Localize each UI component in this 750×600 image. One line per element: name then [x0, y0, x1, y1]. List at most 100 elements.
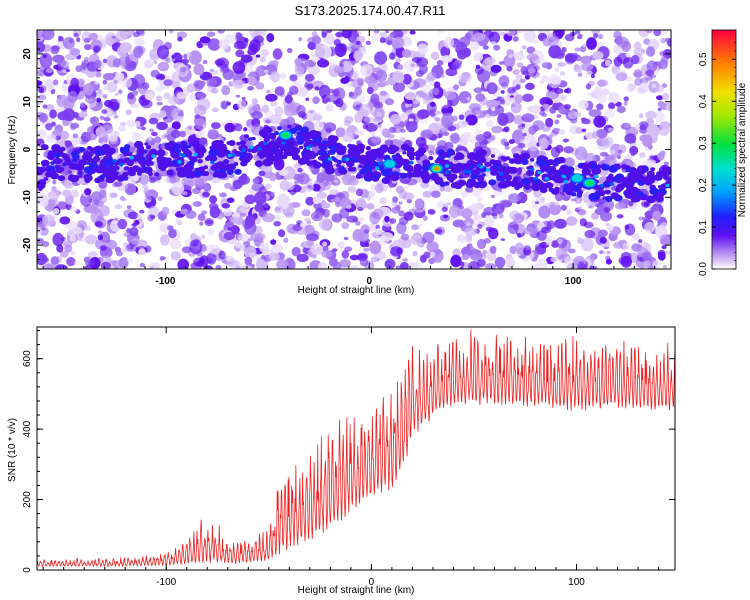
spectrogram-ridge-cell [299, 145, 304, 150]
spectrogram-cell [70, 135, 82, 145]
spectrogram-cell [291, 246, 301, 257]
spectrogram-cell [306, 240, 315, 247]
spectrogram-cell [170, 251, 181, 261]
spectrogram-ridge-cell [395, 152, 401, 157]
spectrogram-cell [235, 94, 241, 98]
spectrogram-cell [283, 166, 296, 180]
spectrogram-ridge-cell [641, 176, 649, 183]
spectrogram-cell [159, 223, 170, 233]
spectrogram-cell [643, 260, 650, 268]
spectrogram-ridge-cell [408, 155, 415, 161]
spectrogram-cell [114, 204, 123, 210]
snr-y-tick-label: 400 [22, 420, 33, 437]
spectrogram-cell [238, 175, 251, 185]
spectrogram-cell [175, 54, 183, 61]
spectrogram-ridge-cell [84, 174, 93, 182]
spectrogram-cell [508, 193, 521, 204]
spectrogram-ridge-cell [356, 143, 366, 151]
spectrogram-cell [77, 81, 85, 88]
spectrogram-cell [599, 236, 607, 244]
spectrogram-cell [149, 214, 156, 220]
spectrogram-cell [194, 114, 201, 119]
spectrogram-cell [523, 226, 536, 235]
spectrogram-cell [156, 95, 163, 102]
colorbar-tick-label: 0.4 [698, 94, 709, 108]
spectrogram-peak-cell [665, 183, 670, 188]
spectrogram-cell [45, 123, 53, 131]
spectrogram-peak-cell [342, 157, 347, 161]
spectrogram-cell [357, 31, 362, 35]
spectrogram-cell [616, 36, 629, 48]
spectrogram-cell [253, 191, 267, 205]
spectrogram-cell [429, 109, 437, 117]
spectrogram-ridge-cell [69, 174, 80, 183]
spectrogram-cell [217, 62, 223, 67]
spectrogram-cell [593, 33, 599, 39]
spectrogram-cell [551, 240, 560, 248]
spectrogram-cell [274, 205, 284, 214]
spectrogram-cell [466, 222, 471, 227]
spectrogram-cell [483, 206, 495, 216]
spectrogram-cell [184, 125, 196, 136]
spectrogram-cell [517, 171, 522, 175]
spectrogram-cell [483, 45, 489, 50]
spectrogram-cell [102, 79, 108, 85]
snr-x-tick-label: -100 [156, 577, 176, 588]
spectrogram-ridge-cell [626, 175, 636, 183]
spectrogram-cell [385, 30, 390, 33]
spectrogram-cell [645, 30, 653, 34]
spectrogram-cell [554, 30, 565, 38]
spectrogram-ridge-cell [563, 167, 572, 175]
snr-panel: -100 0 100 0 200 400 600 Height of straight l… [7, 326, 676, 596]
spectrogram-ridge-cell [392, 146, 400, 152]
spectrogram-cell [630, 54, 640, 65]
spectrogram-cell [132, 131, 141, 141]
spectrogram-peak-cell [462, 169, 468, 174]
spectrogram-cell [617, 155, 621, 160]
spectrogram-hotspot [281, 132, 290, 138]
spectrogram-ridge-cell [479, 154, 485, 158]
spectrogram-cell [164, 133, 171, 139]
spectrogram-cell [208, 244, 221, 255]
spectrogram-cell [264, 203, 269, 209]
spectrogram-ridge-cell [51, 144, 61, 152]
spectrogram-cell [581, 128, 587, 133]
spectrogram-ridge-cell [458, 174, 464, 179]
spectrogram-cell [538, 205, 551, 219]
spectrogram-ridge-cell [322, 140, 328, 145]
spectrogram-cell [515, 84, 521, 90]
spectrogram-cell [268, 252, 280, 261]
spectrogram-cell [260, 254, 266, 260]
spectrogram-cell [375, 183, 384, 194]
spectrogram-cell [67, 170, 73, 175]
spectrogram-cell [532, 39, 540, 44]
spectrogram-ridge-cell [466, 178, 477, 186]
spectrogram-peak-cell [182, 153, 187, 158]
spectrogram-cell [311, 36, 322, 44]
spectrogram-cell [398, 84, 404, 91]
spectrogram-cell [566, 209, 573, 216]
spectrogram-cell [293, 163, 302, 169]
spectrogram-ridge-cell [156, 149, 166, 157]
spectrogram-cell [97, 234, 104, 241]
spectrogram-ridge-cell [186, 144, 192, 149]
spectrogram-cell [215, 265, 222, 269]
spectrogram-cell [597, 79, 607, 87]
spectrogram-ridge-cell [123, 157, 132, 164]
spectrogram-cell [389, 52, 396, 60]
spectrogram-peak-cell [530, 167, 535, 172]
spectrogram-cell [159, 110, 167, 119]
spectrogram-cell [422, 190, 433, 198]
spectrogram-cell [576, 199, 581, 204]
spectrogram-ridge-cell [301, 126, 309, 133]
spectrogram-cell [441, 206, 448, 212]
spectrogram-cell [616, 105, 626, 114]
spectrogram-ridge-cell [378, 154, 384, 159]
snr-y-tick-label: 600 [22, 350, 33, 367]
spectrogram-cell [453, 84, 459, 90]
spectrogram-ridge-cell [272, 144, 280, 150]
spectrogram-cell [364, 74, 375, 85]
spectrogram-cell [473, 214, 483, 221]
spectrogram-hotspot [384, 160, 396, 168]
